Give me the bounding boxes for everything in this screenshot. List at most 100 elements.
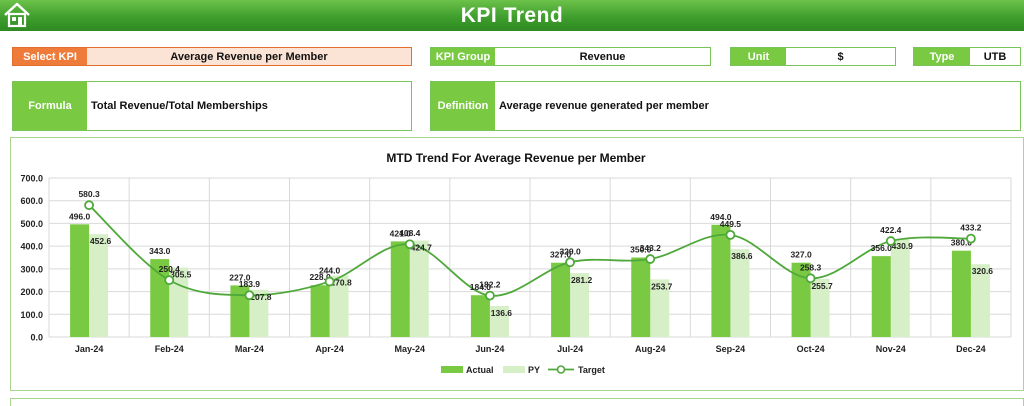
home-icon[interactable] <box>2 1 32 29</box>
x-tick-label: Apr-24 <box>315 344 344 354</box>
target-data-label: 580.3 <box>78 189 100 199</box>
legend-py-label: PY <box>528 365 540 375</box>
actual-bar <box>551 262 571 337</box>
target-point <box>404 239 415 250</box>
py-bar <box>409 240 429 337</box>
y-tick-label: 200.0 <box>20 287 43 297</box>
type-field: Type UTB <box>913 47 1021 66</box>
actual-bar <box>150 259 170 337</box>
actual-bar <box>390 241 410 337</box>
definition-box: Definition Average revenue generated per… <box>430 81 1021 131</box>
select-kpi-label: Select KPI <box>13 48 87 65</box>
actual-bar <box>310 285 330 337</box>
x-tick-label: Jul-24 <box>557 344 583 354</box>
formula-label: Formula <box>13 82 87 130</box>
actual-data-label: 496.0 <box>69 211 91 221</box>
definition-value: Average revenue generated per member <box>499 100 709 112</box>
target-data-label: 449.5 <box>720 219 742 229</box>
py-data-label: 207.8 <box>250 292 272 302</box>
py-bar <box>970 264 990 337</box>
x-tick-label: Jan-24 <box>75 344 104 354</box>
x-tick-label: Dec-24 <box>956 344 986 354</box>
target-data-label: 258.3 <box>800 262 822 272</box>
target-point <box>966 233 976 244</box>
actual-data-label: 421.0 <box>390 228 412 238</box>
trend-chart: MTD Trend For Average Revenue per Member… <box>20 151 1012 375</box>
trend-chart-panel: MTD Trend For Average Revenue per Member… <box>10 137 1024 391</box>
py-data-label: 320.6 <box>972 266 994 276</box>
py-data-label: 270.8 <box>330 277 352 287</box>
x-tick-label: Nov-24 <box>876 344 906 354</box>
actual-data-label: 356.0 <box>871 243 893 253</box>
target-data-label: 183.9 <box>239 279 261 289</box>
py-data-label: 386.6 <box>731 251 753 261</box>
actual-bar <box>871 256 891 337</box>
x-tick-label: Aug-24 <box>635 344 666 354</box>
target-data-label: 182.2 <box>479 280 501 290</box>
py-data-label: 424.7 <box>411 243 433 253</box>
chart-title: MTD Trend For Average Revenue per Member <box>386 151 646 165</box>
legend-actual-swatch <box>441 366 463 373</box>
py-bar <box>570 273 590 337</box>
x-tick-label: Mar-24 <box>235 344 264 354</box>
kpi-group-label: KPI Group <box>431 48 495 65</box>
y-tick-label: 700.0 <box>20 174 43 184</box>
target-data-label: 433.2 <box>960 223 982 233</box>
y-tick-label: 100.0 <box>20 310 43 320</box>
actual-data-label: 494.0 <box>710 212 732 222</box>
target-data-label: 329.0 <box>559 246 581 256</box>
x-tick-label: Jun-24 <box>475 344 504 354</box>
y-tick-label: 400.0 <box>20 242 43 252</box>
target-point <box>885 236 896 246</box>
actual-data-label: 228.0 <box>309 272 331 282</box>
target-data-label: 422.4 <box>880 225 902 235</box>
actual-bar <box>951 250 971 337</box>
actual-data-label: 327.0 <box>550 250 572 260</box>
actual-data-label: 227.0 <box>229 272 251 282</box>
page-title: KPI Trend <box>460 4 564 27</box>
actual-bar <box>470 295 490 337</box>
py-bar <box>169 267 189 337</box>
target-point <box>164 275 175 286</box>
py-bar <box>489 305 509 337</box>
actual-data-label: 327.0 <box>790 250 812 260</box>
legend-py-swatch <box>503 366 525 373</box>
y-tick-label: 300.0 <box>20 264 43 274</box>
bottom-panel <box>10 398 1024 406</box>
unit-field: Unit $ <box>730 47 896 66</box>
py-bar <box>890 239 910 337</box>
formula-value: Total Revenue/Total Memberships <box>91 100 268 112</box>
target-point <box>805 273 816 284</box>
legend-target-marker <box>556 365 566 374</box>
header-banner <box>0 0 1024 31</box>
actual-bar <box>230 285 250 337</box>
unit-value: $ <box>837 50 844 63</box>
type-label: Type <box>914 48 970 65</box>
py-data-label: 136.6 <box>491 308 513 318</box>
select-kpi-value[interactable]: Average Revenue per Member <box>87 48 411 65</box>
target-point <box>84 200 94 211</box>
py-data-label: 430.9 <box>892 241 914 251</box>
select-kpi-field[interactable]: Select KPI Average Revenue per Member <box>12 47 412 66</box>
y-tick-label: 0.0 <box>30 333 43 343</box>
actual-data-label: 343.0 <box>149 246 171 256</box>
unit-label: Unit <box>731 48 786 65</box>
target-point <box>485 290 495 301</box>
target-data-label: 244.0 <box>319 266 341 276</box>
legend-actual-label: Actual <box>466 365 494 375</box>
formula-box: Formula Total Revenue/Total Memberships <box>12 81 412 131</box>
py-bar <box>730 249 750 337</box>
actual-data-label: 350.0 <box>630 245 652 255</box>
py-data-label: 281.2 <box>571 275 593 285</box>
py-data-label: 255.7 <box>811 281 833 291</box>
py-bar <box>810 278 830 337</box>
y-tick-label: 500.0 <box>20 219 43 229</box>
target-data-label: 408.4 <box>399 228 421 238</box>
definition-label: Definition <box>431 82 495 130</box>
x-tick-label: Feb-24 <box>155 344 184 354</box>
py-bar <box>329 275 349 337</box>
target-data-label: 343.2 <box>640 243 662 253</box>
actual-bar <box>70 224 90 337</box>
py-bar <box>89 234 109 337</box>
target-point <box>725 229 736 240</box>
